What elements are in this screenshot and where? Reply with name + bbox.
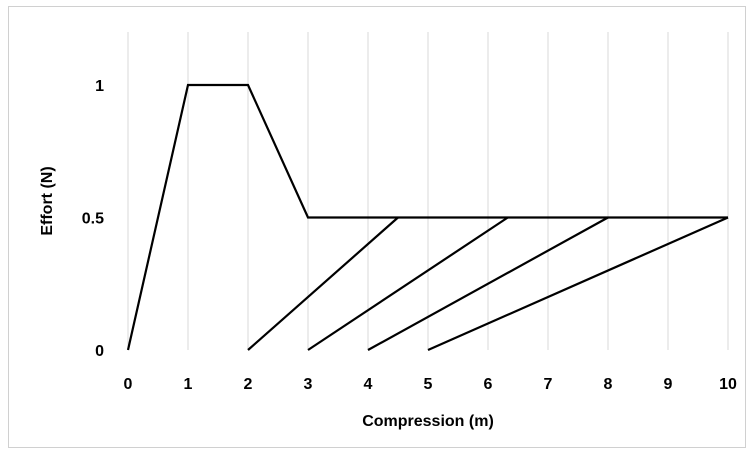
- y-tick-label-0: 0: [95, 343, 104, 360]
- x-tick-label-2: 2: [244, 376, 253, 393]
- x-tick-label-4: 4: [364, 376, 373, 393]
- y-tick-labels: 00.51: [82, 78, 104, 360]
- x-tick-labels: 0 1 2 3 4 5 6 7 8 9 10: [124, 376, 737, 393]
- x-tick-label-7: 7: [544, 376, 553, 393]
- x-tick-label-1: 1: [184, 376, 193, 393]
- chart-frame: [8, 6, 746, 448]
- series-line-4: [427, 216, 729, 352]
- series-lines: [126, 83, 729, 352]
- x-axis-title: Compression (m): [362, 413, 494, 430]
- x-tick-label-5: 5: [424, 376, 433, 393]
- y-axis-title: Effort (N): [39, 166, 56, 235]
- series-line-2: [307, 216, 509, 351]
- x-tick-label-0: 0: [124, 376, 133, 393]
- series-line-0: [126, 83, 728, 351]
- grid-lines: [127, 32, 729, 350]
- x-tick-label-6: 6: [484, 376, 493, 393]
- x-tick-label-3: 3: [304, 376, 313, 393]
- y-tick-label-2: 1: [95, 78, 104, 95]
- x-tick-label-8: 8: [604, 376, 613, 393]
- series-line-3: [367, 216, 609, 351]
- x-tick-label-10: 10: [719, 376, 737, 393]
- series-line-1: [247, 216, 399, 351]
- x-tick-label-9: 9: [664, 376, 673, 393]
- y-tick-label-1: 0.5: [82, 211, 104, 228]
